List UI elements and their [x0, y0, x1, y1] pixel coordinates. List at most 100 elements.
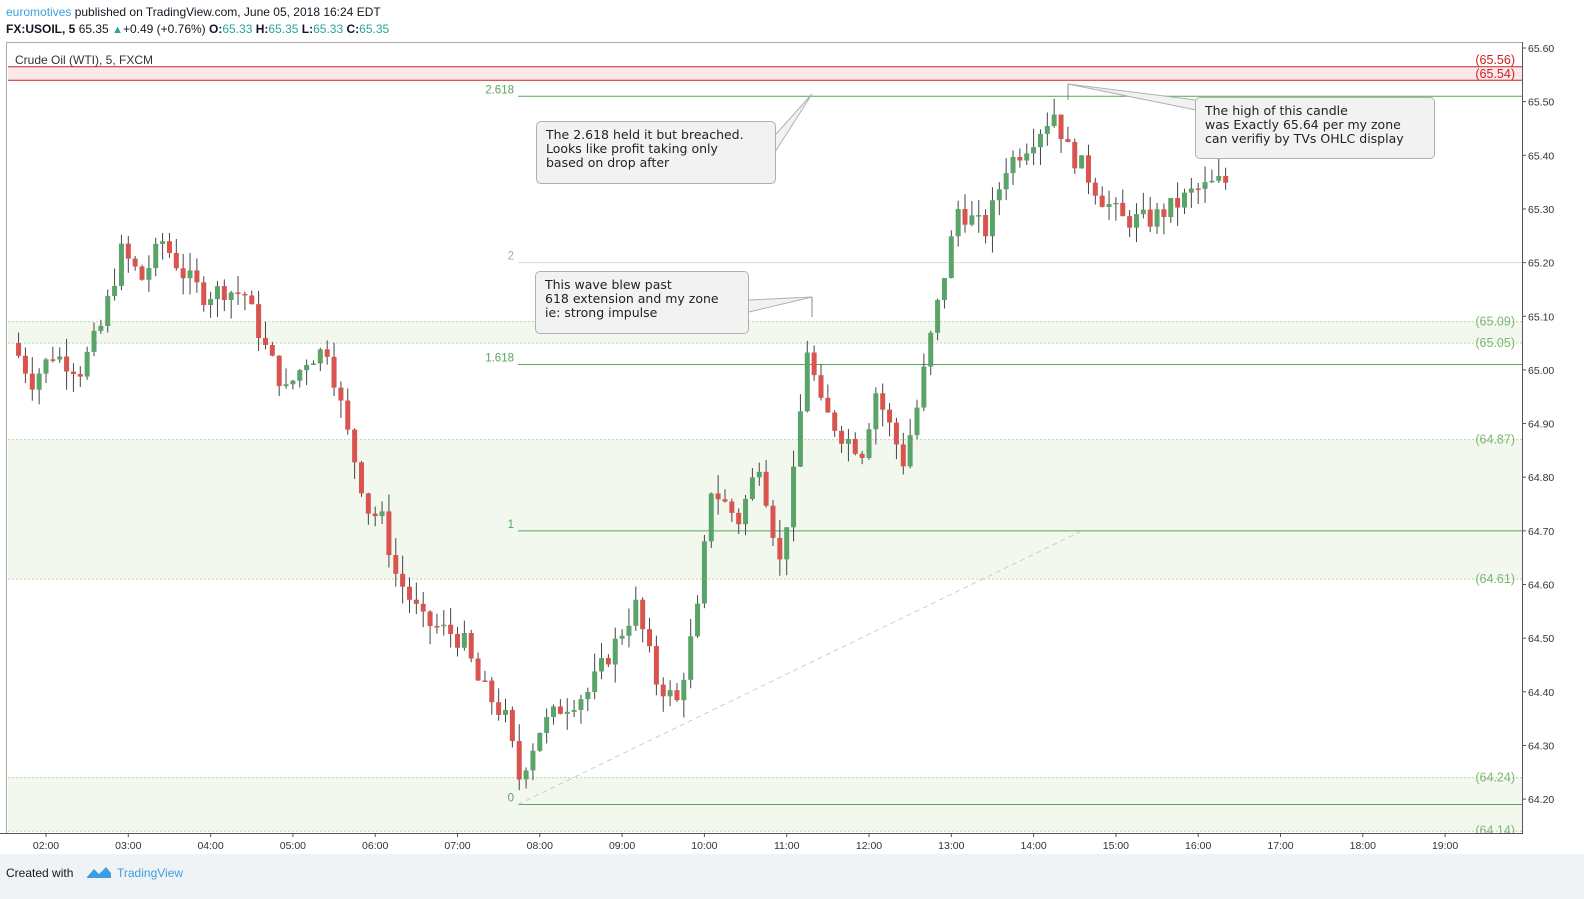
candle-up[interactable] — [537, 732, 543, 751]
candle-down[interactable] — [50, 359, 56, 361]
candle-down[interactable] — [434, 626, 440, 628]
candle-down[interactable] — [345, 400, 351, 430]
candle-up[interactable] — [667, 690, 673, 697]
candle-up[interactable] — [948, 236, 954, 278]
candle-down[interactable] — [660, 684, 666, 697]
candle-down[interactable] — [859, 453, 865, 459]
candle-up[interactable] — [1044, 126, 1050, 134]
candle-down[interactable] — [1147, 209, 1153, 227]
candle-down[interactable] — [496, 702, 502, 715]
candle-down[interactable] — [475, 658, 481, 681]
candle-up[interactable] — [1106, 204, 1112, 207]
candle-up[interactable] — [523, 770, 529, 780]
candle-up[interactable] — [866, 429, 872, 459]
candle-down[interactable] — [420, 603, 426, 612]
candle-up[interactable] — [146, 268, 152, 280]
candle-down[interactable] — [132, 258, 138, 267]
candle-up[interactable] — [921, 366, 927, 408]
candle-down[interactable] — [605, 658, 611, 665]
candle-up[interactable] — [379, 511, 385, 517]
candle-down[interactable] — [173, 252, 179, 269]
candle-up[interactable] — [160, 241, 166, 244]
candle-up[interactable] — [791, 466, 797, 528]
candle-up[interactable] — [228, 292, 234, 301]
candle-down[interactable] — [962, 209, 968, 225]
candle-up[interactable] — [1181, 192, 1187, 208]
candle-up[interactable] — [969, 215, 975, 225]
candle-up[interactable] — [214, 286, 220, 300]
candle-down[interactable] — [722, 499, 728, 502]
candle-up[interactable] — [935, 300, 941, 333]
candle-up[interactable] — [98, 325, 104, 331]
candle-down[interactable] — [400, 573, 406, 587]
candle-up[interactable] — [208, 299, 214, 306]
candle-down[interactable] — [557, 706, 563, 714]
candle-down[interactable] — [64, 356, 70, 372]
candle-up[interactable] — [1202, 182, 1208, 189]
candle-up[interactable] — [304, 364, 310, 371]
candle-down[interactable] — [468, 632, 474, 659]
candle-down[interactable] — [811, 352, 817, 376]
candle-up[interactable] — [290, 380, 296, 385]
candle-down[interactable] — [489, 680, 495, 703]
candle-up[interactable] — [1168, 197, 1174, 218]
candle-up[interactable] — [84, 351, 90, 377]
candle-down[interactable] — [1058, 114, 1064, 140]
candle-up[interactable] — [187, 270, 193, 279]
candle-down[interactable] — [201, 282, 207, 306]
candle-down[interactable] — [880, 393, 886, 410]
candle-down[interactable] — [509, 709, 515, 742]
candle-up[interactable] — [914, 407, 920, 436]
candle-down[interactable] — [242, 293, 248, 296]
candle-up[interactable] — [681, 679, 687, 701]
candle-up[interactable] — [708, 493, 714, 542]
candle-up[interactable] — [695, 603, 701, 637]
candle-up[interactable] — [1079, 155, 1085, 169]
candle-up[interactable] — [845, 438, 851, 444]
candle-up[interactable] — [112, 285, 118, 297]
candle-up[interactable] — [1209, 180, 1215, 183]
candle-down[interactable] — [852, 438, 858, 454]
candle-up[interactable] — [544, 717, 550, 733]
candle-up[interactable] — [633, 599, 639, 626]
candle-down[interactable] — [338, 387, 344, 401]
candle-up[interactable] — [1113, 202, 1119, 205]
candle-up[interactable] — [941, 277, 947, 301]
candle-up[interactable] — [36, 373, 42, 390]
price-chart[interactable]: 2.618 2 1.618 1 0 (65.56)(65.54) (65.09) (65.05… — [0, 42, 1584, 854]
candle-up[interactable] — [283, 384, 289, 387]
candle-up[interactable] — [585, 691, 591, 700]
candle-up[interactable] — [756, 471, 762, 478]
candle-down[interactable] — [358, 462, 364, 494]
candle-up[interactable] — [1010, 156, 1016, 174]
candle-down[interactable] — [516, 741, 522, 780]
candle-up[interactable] — [1140, 209, 1146, 215]
candle-down[interactable] — [324, 349, 330, 357]
candle-down[interactable] — [647, 629, 653, 647]
candle-down[interactable] — [893, 422, 899, 445]
candle-down[interactable] — [386, 511, 392, 556]
candle-up[interactable] — [749, 477, 755, 499]
candle-down[interactable] — [1161, 209, 1167, 218]
candle-up[interactable] — [619, 635, 625, 639]
callout-618[interactable]: This wave blew past 618 extension and my… — [535, 271, 749, 334]
candle-up[interactable] — [996, 189, 1002, 201]
candle-down[interactable] — [125, 243, 131, 259]
callout-high[interactable]: The high of this candle was Exactly 65.6… — [1195, 97, 1435, 159]
candle-up[interactable] — [1188, 188, 1194, 193]
candle-up[interactable] — [91, 330, 97, 352]
candle-up[interactable] — [1154, 209, 1160, 227]
candle-down[interactable] — [887, 409, 893, 423]
candle-down[interactable] — [674, 690, 680, 701]
candle-up[interactable] — [297, 370, 303, 381]
candle-up[interactable] — [503, 709, 509, 715]
candle-down[interactable] — [983, 215, 989, 237]
candle-down[interactable] — [900, 444, 906, 467]
candle-up[interactable] — [976, 215, 982, 217]
candle-up[interactable] — [873, 393, 879, 430]
candle-up[interactable] — [989, 200, 995, 237]
candle-up[interactable] — [118, 243, 124, 286]
candle-up[interactable] — [928, 332, 934, 367]
candle-down[interactable] — [77, 374, 83, 377]
candle-down[interactable] — [1175, 197, 1181, 208]
